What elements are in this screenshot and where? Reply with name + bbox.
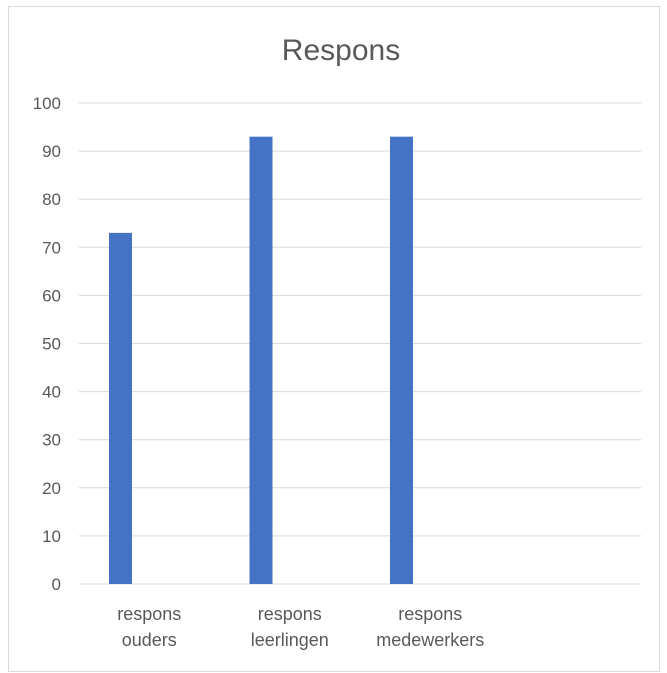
- y-tick-label: 70: [42, 238, 61, 257]
- x-category-label: respons: [258, 604, 322, 624]
- gridlines: [79, 102, 641, 585]
- y-tick-label: 0: [52, 575, 61, 594]
- x-category-label: leerlingen: [251, 630, 329, 650]
- y-tick-label: 90: [42, 142, 61, 161]
- bar: [249, 136, 273, 585]
- x-category-label: ouders: [122, 630, 177, 650]
- bar: [390, 136, 413, 585]
- x-axis-category-labels: respons ouders respons leerlingen respons med…: [117, 604, 484, 650]
- x-category-label: respons: [398, 604, 462, 624]
- y-tick-label: 20: [42, 479, 61, 498]
- y-tick-label: 10: [42, 527, 61, 546]
- y-tick-label: 40: [42, 383, 61, 402]
- x-category-label: medewerkers: [376, 630, 484, 650]
- chart-title: Respons: [282, 34, 400, 67]
- y-axis-tick-labels: 0 10 20 30 40 50 60 70 80 90 100: [33, 94, 61, 594]
- x-category-label: respons: [117, 604, 181, 624]
- bar: [109, 232, 132, 584]
- y-tick-label: 80: [42, 190, 61, 209]
- y-tick-label: 50: [42, 335, 61, 354]
- bars: [109, 136, 413, 585]
- y-tick-label: 100: [33, 94, 61, 113]
- y-tick-label: 30: [42, 431, 61, 450]
- y-tick-label: 60: [42, 286, 61, 305]
